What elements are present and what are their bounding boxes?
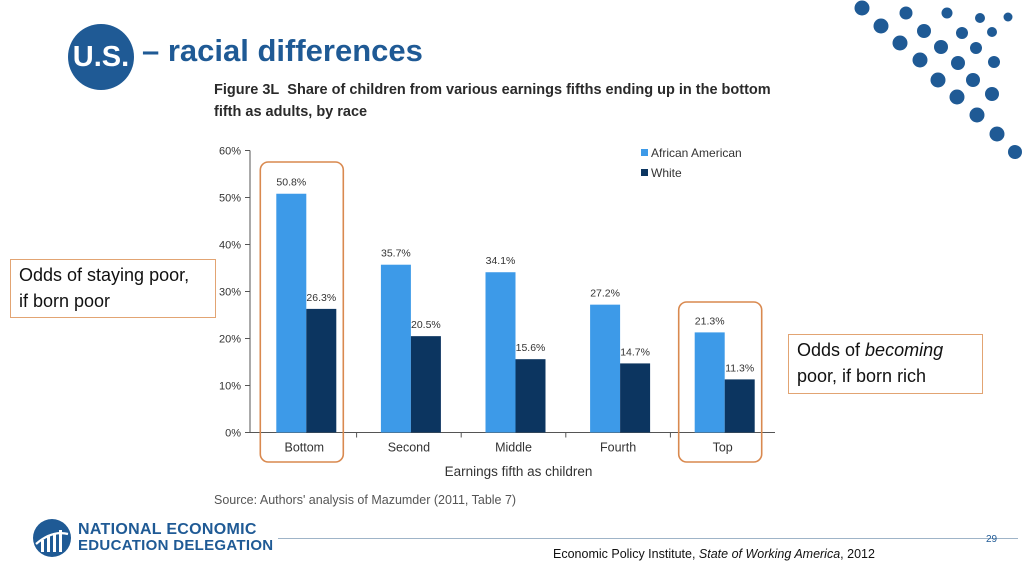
y-tick-label: 0% <box>225 428 241 440</box>
x-tick-label: Bottom <box>284 441 324 455</box>
legend-swatch <box>641 169 648 176</box>
decorative-dot <box>987 27 997 37</box>
y-tick-label: 40% <box>219 240 241 252</box>
bar-data-label: 15.6% <box>516 342 546 354</box>
nee-logo-icon <box>33 519 71 557</box>
y-tick-label: 30% <box>219 287 241 299</box>
bar <box>620 363 651 433</box>
y-tick-label: 10% <box>219 381 241 393</box>
source-note: Source: Authors' analysis of Mazumder (2… <box>214 493 517 507</box>
bar <box>485 272 516 433</box>
citation: Economic Policy Institute, State of Work… <box>553 547 875 561</box>
bar <box>276 193 307 433</box>
footer-divider <box>278 538 1018 539</box>
bar-data-label: 26.3% <box>306 292 336 304</box>
logo-line2: EDUCATION DELEGATION <box>78 537 274 554</box>
decorative-dot <box>975 13 985 23</box>
legend-swatch <box>641 149 648 156</box>
decorative-dot <box>970 42 982 54</box>
decorative-dot-pattern <box>854 0 1022 159</box>
bar-data-label: 14.7% <box>620 346 650 358</box>
citation-emph: State of Working America <box>698 547 841 561</box>
decorative-dot <box>892 35 908 51</box>
figure-number: Figure 3L <box>214 82 280 98</box>
x-tick-label: Top <box>713 441 733 455</box>
bar-data-label: 34.1% <box>486 255 516 267</box>
bar-data-label: 50.8% <box>276 177 306 189</box>
x-tick-label: Fourth <box>600 441 636 455</box>
decorative-dot <box>934 40 948 54</box>
y-tick-label: 20% <box>219 334 241 346</box>
bar <box>590 304 621 433</box>
highlight-box <box>259 161 345 463</box>
bar <box>515 359 546 433</box>
decorative-dot <box>930 72 946 88</box>
decorative-dot <box>854 0 870 16</box>
bar-data-label: 35.7% <box>381 248 411 260</box>
page-number: 29 <box>986 534 998 545</box>
citation-post: , 2012 <box>840 547 875 561</box>
bar <box>694 332 725 433</box>
decorative-dot <box>969 107 985 123</box>
decorative-dot <box>956 27 968 39</box>
bar <box>724 379 755 433</box>
decorative-dot <box>989 126 1005 142</box>
nee-logo: NATIONAL ECONOMIC EDUCATION DELEGATION <box>32 518 273 560</box>
x-axis-label: Earnings fifth as children <box>445 464 593 479</box>
x-tick-label: Second <box>388 441 430 455</box>
decorative-dot <box>912 52 928 68</box>
callout-right-emph: becoming <box>865 340 944 360</box>
decorative-dot <box>1003 12 1013 22</box>
callout-right-pre: Odds of <box>797 340 866 360</box>
decorative-dot <box>988 56 1000 68</box>
callout-right-post: poor, if born rich <box>797 366 927 386</box>
citation-pre: Economic Policy Institute, <box>553 547 699 561</box>
bar <box>306 308 337 433</box>
decorative-dot <box>899 6 913 20</box>
x-tick-label: Middle <box>495 441 532 455</box>
logo-line1: NATIONAL ECONOMIC <box>78 521 257 538</box>
decorative-dot <box>1008 145 1022 159</box>
us-badge: U.S. <box>68 24 134 90</box>
bar-data-label: 21.3% <box>695 315 725 327</box>
y-tick-label: 60% <box>219 146 241 158</box>
bar-data-label: 27.2% <box>590 288 620 300</box>
decorative-dot <box>873 18 889 34</box>
highlight-box <box>677 301 763 463</box>
figure-caption-text: Share of children from various earnings … <box>214 82 771 120</box>
callout-left-line1: Odds of staying poor, <box>19 265 190 285</box>
bar <box>410 336 441 433</box>
slide-title: – racial differences <box>142 33 423 68</box>
decorative-dot <box>949 89 965 105</box>
figure-caption: Figure 3L Share of children from various… <box>214 79 774 123</box>
decorative-dot <box>985 87 999 101</box>
callout-becoming-poor: Odds of becoming poor, if born rich <box>788 334 983 394</box>
decorative-dot <box>917 24 931 38</box>
y-tick-label: 50% <box>219 193 241 205</box>
decorative-dot <box>951 56 965 70</box>
bar-data-label: 11.3% <box>725 362 754 374</box>
decorative-dot <box>966 73 980 87</box>
callout-left-line2: if born poor <box>19 291 111 311</box>
legend-entry: African American <box>651 146 742 160</box>
bar <box>380 264 411 433</box>
decorative-dot <box>941 7 953 19</box>
bar-data-label: 20.5% <box>411 319 441 331</box>
callout-staying-poor: Odds of staying poor, if born poor <box>10 259 216 318</box>
us-badge-text: U.S. <box>72 40 130 73</box>
nee-logo-text: NATIONAL ECONOMIC EDUCATION DELEGATION <box>78 522 273 554</box>
legend-entry: White <box>651 166 682 180</box>
